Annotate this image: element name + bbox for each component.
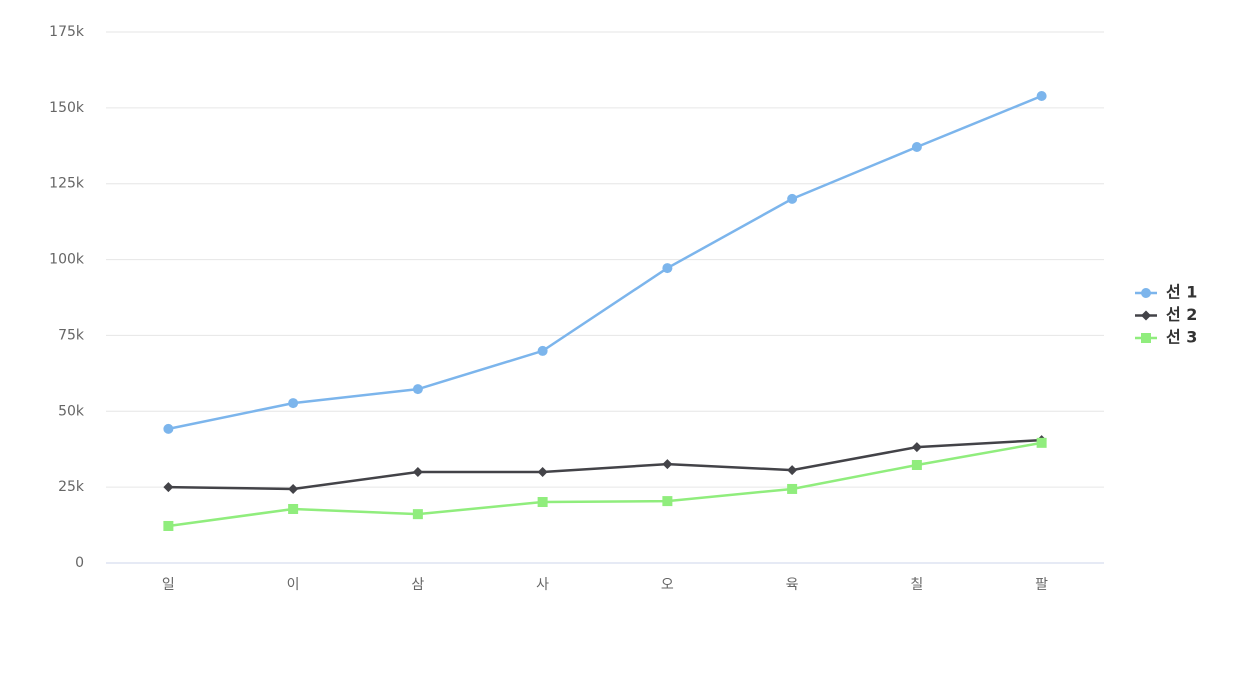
y-tick-label: 100k [49, 252, 85, 268]
legend-label: 선 1 [1166, 283, 1197, 302]
x-tick-label: 사 [536, 577, 549, 593]
point [288, 483, 299, 494]
point [787, 465, 798, 476]
legend-label: 선 2 [1166, 305, 1197, 324]
point [163, 423, 174, 434]
legend-marker [1141, 310, 1151, 321]
series-line [168, 438, 1042, 491]
point [662, 496, 673, 507]
point [911, 141, 922, 152]
y-tick-label: 175k [49, 24, 85, 40]
point [662, 459, 673, 470]
x-tick-label: 칠 [910, 577, 923, 593]
point [1036, 91, 1047, 102]
series-line [168, 94, 1043, 431]
point [412, 384, 423, 395]
y-tick-label: 25k [58, 479, 85, 495]
point [288, 398, 299, 409]
point [163, 482, 174, 493]
point [412, 466, 423, 477]
x-tick-label: 이 [287, 577, 300, 593]
y-tick-label: 0 [75, 555, 84, 571]
point [288, 503, 299, 514]
legend-marker [1141, 288, 1151, 298]
point [163, 520, 174, 531]
x-tick-label: 팔 [1035, 577, 1048, 593]
point [662, 263, 673, 274]
point [1036, 437, 1047, 448]
point [787, 193, 798, 204]
point [537, 345, 548, 356]
legend-marker [1141, 333, 1151, 343]
x-tick-label: 육 [786, 577, 799, 593]
x-tick-label: 삼 [411, 577, 424, 593]
legend-label: 선 3 [1166, 328, 1197, 347]
point [787, 483, 798, 494]
x-tick-label: 일 [162, 577, 175, 593]
y-tick-label: 150k [49, 100, 85, 116]
point [911, 459, 922, 470]
x-tick-label: 오 [661, 577, 674, 593]
point [911, 442, 922, 453]
series-line [168, 441, 1042, 528]
y-tick-label: 125k [49, 176, 85, 192]
point [412, 509, 423, 520]
y-tick-label: 50k [58, 403, 85, 419]
y-tick-label: 75k [58, 327, 85, 343]
point [537, 466, 548, 477]
point [537, 497, 548, 508]
